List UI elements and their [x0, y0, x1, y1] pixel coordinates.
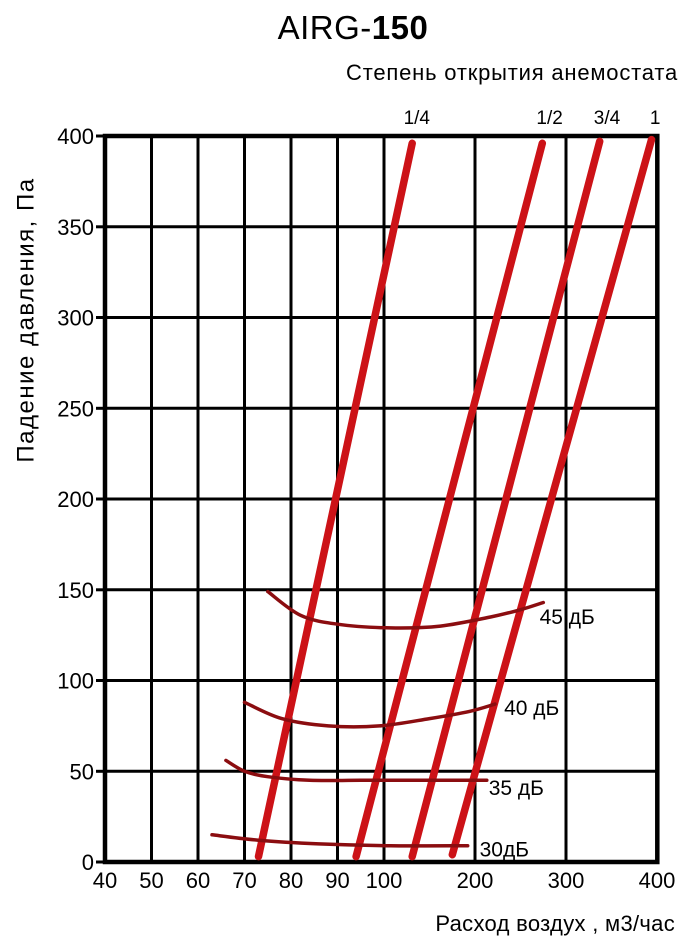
y-tick-label: 400 — [57, 124, 94, 149]
y-tick-label: 200 — [57, 487, 94, 512]
noise-curve-label-3: 30дБ — [480, 839, 529, 862]
y-tick-label: 50 — [70, 759, 94, 784]
opening-line-3 — [448, 135, 656, 859]
noise-curve-0 — [266, 589, 546, 630]
chart-subtitle: Степень открытия анемостата — [346, 60, 678, 85]
opening-line-1 — [352, 139, 547, 861]
noise-curve-3 — [210, 833, 470, 848]
x-axis-title: Расход воздух , м3/час — [435, 911, 675, 936]
chart-title-model: 150 — [371, 9, 429, 46]
x-tick-label: 100 — [366, 868, 403, 893]
opening-line-2 — [408, 137, 604, 861]
x-tick-label: 400 — [639, 868, 676, 893]
x-tick-label: 50 — [139, 868, 163, 893]
x-tick-label: 60 — [186, 868, 210, 893]
y-tick-label: 250 — [57, 396, 94, 421]
noise-curve-1 — [242, 700, 497, 729]
noise-curve-label-1: 40 дБ — [504, 697, 559, 720]
chart-title-prefix: AIRG- — [277, 9, 372, 46]
noise-curve-label-2: 35 дБ — [489, 777, 544, 800]
y-tick-label: 350 — [57, 215, 94, 240]
x-tick-label: 90 — [325, 868, 349, 893]
y-tick-label: 100 — [57, 669, 94, 694]
y-tick-label: 300 — [57, 306, 94, 331]
chart-title: AIRG-150 — [3, 9, 700, 47]
y-tick-label: 0 — [82, 850, 94, 875]
x-tick-label: 80 — [279, 868, 303, 893]
opening-line-0 — [254, 139, 416, 861]
y-tick-label: 150 — [57, 578, 94, 603]
x-tick-label: 300 — [548, 868, 585, 893]
plot-border — [102, 133, 660, 865]
opening-line-label-2: 3/4 — [594, 108, 621, 129]
opening-line-label-1: 1/2 — [536, 108, 562, 129]
noise-curve-label-0: 45 дБ — [540, 606, 595, 629]
x-tick-label: 200 — [457, 868, 494, 893]
noise-curve-2 — [224, 758, 489, 783]
x-tick-label: 70 — [232, 868, 256, 893]
opening-line-label-3: 1 — [650, 108, 661, 129]
x-tick-label: 40 — [93, 868, 117, 893]
opening-line-label-0: 1/4 — [404, 108, 431, 129]
